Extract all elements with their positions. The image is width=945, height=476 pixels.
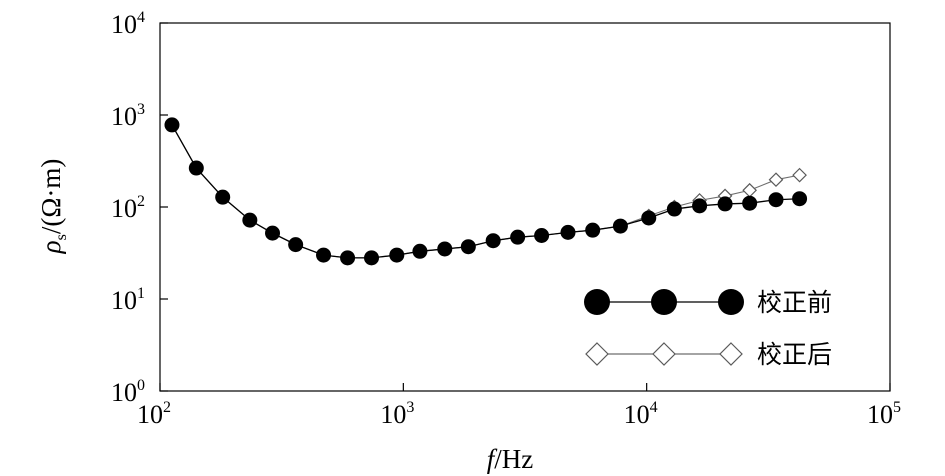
series-line (171, 124, 800, 259)
y-axis-label-subscript: s (53, 234, 70, 240)
data-point-circle (666, 201, 682, 217)
x-tick-label: 103 (380, 399, 414, 429)
plot-frame (159, 22, 891, 392)
x-axis-label-unit: /Hz (494, 444, 533, 474)
data-point-circle (242, 212, 258, 228)
legend-entry: 校正后 (585, 340, 832, 369)
x-tick-base: 10 (867, 400, 893, 429)
series-layer (164, 117, 808, 266)
y-tick-base: 10 (111, 102, 137, 131)
y-tick-exponent: 4 (137, 9, 145, 26)
y-tick-label: 103 (111, 101, 145, 131)
y-tick-exponent: 0 (137, 377, 145, 394)
legend-marker-diamond (585, 342, 609, 366)
data-point-circle (288, 237, 304, 253)
legend-marker-circle (718, 289, 744, 315)
data-point-circle (364, 250, 380, 266)
data-point-circle (316, 247, 332, 263)
data-point-circle (560, 224, 576, 240)
x-tick-label: 104 (624, 399, 658, 429)
legend-entry: 校正前 (584, 288, 832, 317)
data-point-circle (534, 228, 550, 244)
data-point-diamond (792, 167, 807, 183)
x-tick-base: 10 (137, 400, 163, 429)
data-point-circle (265, 225, 281, 241)
y-tick-label: 104 (111, 9, 145, 39)
data-point-circle (768, 192, 784, 208)
data-point-circle (389, 247, 405, 263)
data-point-diamond (742, 182, 758, 198)
data-point-circle (188, 160, 204, 176)
y-axis-label-symbol: ρ (36, 240, 66, 254)
y-tick-label: 102 (111, 193, 145, 223)
data-point-circle (340, 250, 356, 266)
data-point-circle (510, 229, 526, 245)
data-point-circle (742, 195, 758, 211)
y-axis-label: ρs/(Ω·m) (36, 159, 70, 255)
y-tick-label: 100 (111, 377, 145, 407)
y-tick-base: 10 (111, 286, 137, 315)
y-tick-exponent: 3 (137, 101, 145, 118)
data-point-circle (437, 241, 453, 257)
data-point-circle (792, 191, 808, 207)
x-axis-label: f/Hz (487, 444, 534, 474)
x-tick-exponent: 2 (163, 399, 171, 416)
series-before-correction (164, 117, 808, 266)
y-tick-base: 10 (111, 378, 137, 407)
x-tick-base: 10 (624, 400, 650, 429)
y-axis-label-unit: /(Ω·m) (36, 159, 66, 235)
data-point-circle (612, 218, 628, 234)
x-tick-base: 10 (380, 400, 406, 429)
x-tick-exponent: 3 (406, 399, 414, 416)
data-point-circle (585, 222, 601, 238)
x-tick-exponent: 4 (650, 399, 658, 416)
x-tick-exponent: 5 (893, 399, 901, 416)
data-point-circle (412, 243, 428, 259)
y-tick-label: 101 (111, 285, 145, 315)
legend-label: 校正前 (757, 288, 832, 317)
data-point-circle (485, 233, 501, 249)
x-tick-label: 102 (137, 399, 171, 429)
x-axis-ticks: 102 103 104 105 (137, 383, 901, 429)
data-point-circle (692, 198, 708, 214)
x-tick-label: 105 (867, 399, 901, 429)
x-axis-label-symbol: f (487, 444, 498, 474)
legend-marker-circle (651, 289, 677, 315)
y-tick-exponent: 1 (137, 285, 145, 302)
data-point-circle (164, 117, 180, 133)
series-line (171, 124, 800, 259)
y-tick-base: 10 (111, 194, 137, 223)
data-point-circle (460, 239, 476, 255)
legend-marker-circle (584, 289, 610, 315)
y-tick-base: 10 (111, 10, 137, 39)
data-point-circle (215, 189, 231, 205)
legend-marker-diamond (652, 342, 676, 366)
data-point-circle (717, 196, 733, 212)
data-point-diamond (768, 172, 784, 188)
data-point-circle (641, 210, 657, 226)
y-tick-exponent: 2 (137, 193, 145, 210)
legend-marker-diamond (719, 342, 743, 366)
legend-label: 校正后 (757, 340, 832, 369)
